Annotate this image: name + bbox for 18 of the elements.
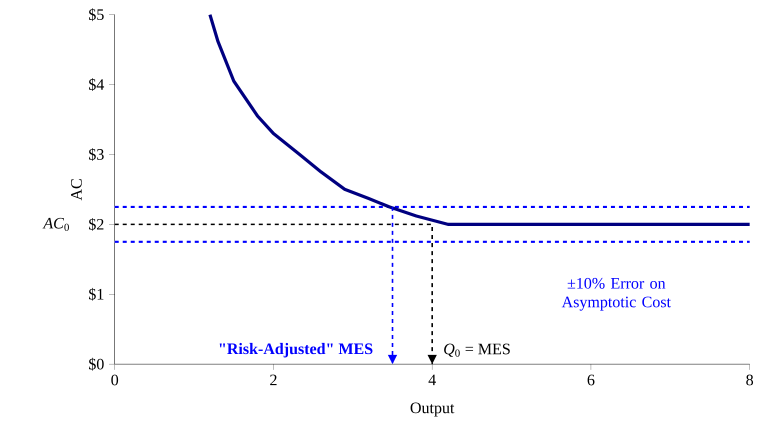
annotation: "Risk-Adjusted" MES — [220, 342, 372, 358]
x-tick-label: 2 — [270, 374, 277, 386]
y-tick-label: $5 — [88, 8, 104, 21]
y-tick-label: $0 — [88, 358, 104, 370]
x-tick-label: 0 — [111, 374, 118, 386]
y-tick-label: $1 — [88, 288, 104, 301]
annotation: AC$_{0}$ — [42, 218, 69, 231]
x-tick-label: 8 — [746, 374, 754, 386]
y-tick-label: $4 — [88, 78, 104, 91]
annotation: ±10% Error on Asymptotic Cost — [562, 278, 671, 311]
annotation: Q$_{0}$ = MES — [444, 343, 510, 357]
y-tick-label: $3 — [88, 148, 104, 161]
y-tick-label: $2 — [88, 218, 104, 231]
x-tick-label: 4 — [428, 374, 436, 386]
line-series — [208, 12, 752, 226]
x-tick-label: 6 — [588, 374, 594, 386]
x-axis-title: Output — [410, 402, 454, 416]
y-axis-title: AC — [71, 179, 82, 200]
